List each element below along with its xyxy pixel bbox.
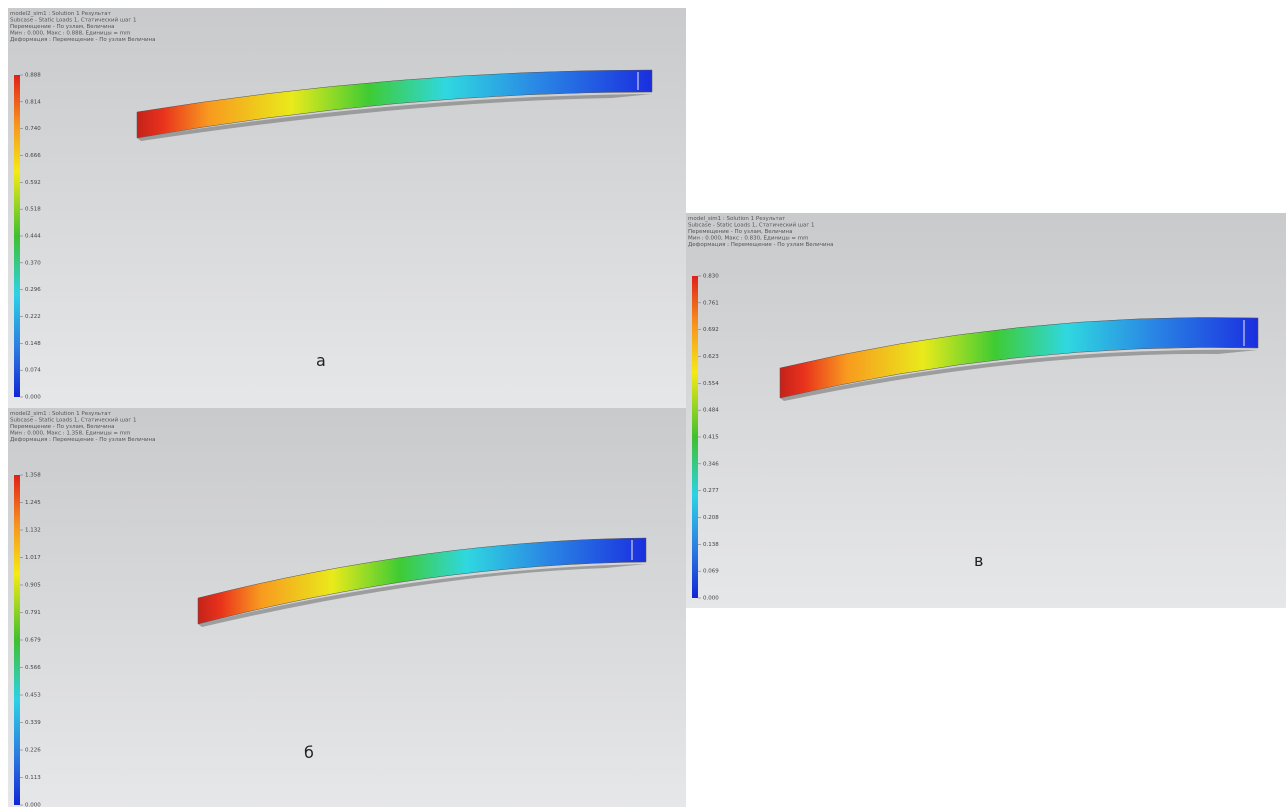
legend-label: 0.000 xyxy=(25,803,41,807)
legend-label: 0.623 xyxy=(703,354,719,360)
legend-label: 0.830 xyxy=(703,274,719,280)
legend-label: 0.000 xyxy=(703,596,719,602)
legend-label: 0.444 xyxy=(25,234,41,240)
legend-label: 0.148 xyxy=(25,341,41,347)
header-line: Мин : 0.000, Макс : 0.830, Единицы = mm xyxy=(688,236,809,242)
legend-label: 0.566 xyxy=(25,665,41,671)
legend-label: 0.000 xyxy=(25,395,41,401)
legend-label: 0.226 xyxy=(25,748,41,754)
legend-label: 0.484 xyxy=(703,408,719,414)
legend-label: 1.132 xyxy=(25,528,41,534)
legend-label: 0.554 xyxy=(703,381,719,387)
legend-label: 1.017 xyxy=(25,555,41,561)
legend-bar xyxy=(692,276,698,598)
viewport xyxy=(686,213,1286,608)
legend-label: 0.679 xyxy=(25,638,41,644)
legend-label: 1.358 xyxy=(25,473,41,479)
legend-label: 0.346 xyxy=(703,461,719,467)
header-line: Subcase - Static Loads 1, Статический ша… xyxy=(688,222,814,229)
scene: model2_sim1 : Solution 1 РезультатSubcas… xyxy=(0,0,1286,807)
legend-label: 0.814 xyxy=(25,99,41,105)
legend-label: 0.138 xyxy=(703,542,719,548)
legend-label: 0.592 xyxy=(25,180,41,186)
header-line: Subcase - Static Loads 1, Статический ша… xyxy=(10,17,136,24)
legend-label: 1.245 xyxy=(25,500,41,506)
panel-label: в xyxy=(974,551,983,570)
header-line: Деформация : Перемещение - По узлам Вели… xyxy=(10,437,156,443)
legend-label: 0.518 xyxy=(25,207,41,213)
legend-label: 0.888 xyxy=(25,73,41,79)
viewport xyxy=(8,8,686,408)
legend-label: 0.791 xyxy=(25,610,41,616)
legend-label: 0.339 xyxy=(25,720,41,726)
legend-label: 0.666 xyxy=(25,153,41,159)
legend-label: 0.277 xyxy=(703,488,719,494)
header-line: Деформация : Перемещение - По узлам Вели… xyxy=(688,242,834,248)
header-line: Subcase - Static Loads 1, Статический ша… xyxy=(10,417,136,424)
legend-label: 0.761 xyxy=(703,300,719,306)
header-line: Деформация : Перемещение - По узлам Вели… xyxy=(10,37,156,43)
viewport xyxy=(8,408,686,807)
header-line: Перемещение - По узлам, Величина xyxy=(10,424,115,430)
legend-label: 0.296 xyxy=(25,287,41,293)
legend-label: 0.740 xyxy=(25,126,41,132)
header-line: model_sim1 : Solution 1 Результат xyxy=(688,216,786,222)
panel-label: б xyxy=(304,743,314,762)
header-line: Перемещение - По узлам, Величина xyxy=(10,24,115,30)
header-line: Перемещение - По узлам, Величина xyxy=(688,229,793,235)
page: {"panels": [ {"label": "а", "header": ["… xyxy=(0,0,1286,807)
legend-label: 0.069 xyxy=(703,569,719,575)
header-line: model2_sim1 : Solution 1 Результат xyxy=(10,411,112,417)
legend-label: 0.074 xyxy=(25,368,41,374)
legend-bar xyxy=(14,75,20,397)
legend-bar xyxy=(14,475,20,805)
legend-label: 0.222 xyxy=(25,314,41,320)
legend-label: 0.905 xyxy=(25,583,41,589)
header-line: model2_sim1 : Solution 1 Результат xyxy=(10,11,112,17)
header-line: Мин : 0.000, Макс : 1.358, Единицы = mm xyxy=(10,431,131,437)
legend-label: 0.370 xyxy=(25,260,41,266)
legend-label: 0.113 xyxy=(25,775,41,781)
legend-label: 0.692 xyxy=(703,327,719,333)
panel-label: а xyxy=(316,351,326,370)
legend-label: 0.208 xyxy=(703,515,719,521)
legend-label: 0.415 xyxy=(703,435,719,441)
legend-label: 0.453 xyxy=(25,693,41,699)
header-line: Мин : 0.000, Макс : 0.888, Единицы = mm xyxy=(10,31,131,37)
